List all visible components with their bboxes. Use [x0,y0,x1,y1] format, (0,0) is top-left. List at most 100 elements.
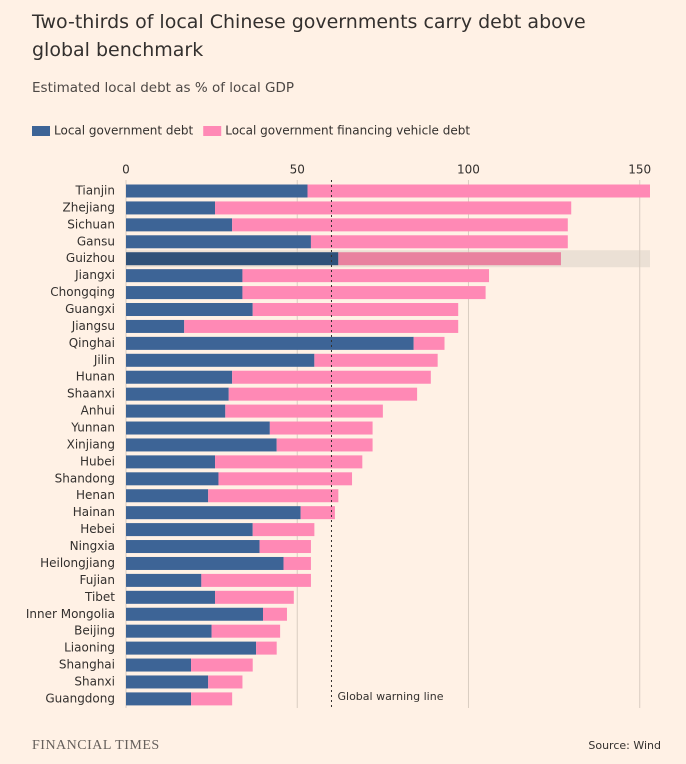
x-tick-label: 0 [122,163,130,177]
y-tick-label: Sichuan [67,217,115,231]
bar-segment [413,336,445,350]
chart-subtitle: Estimated local debt as % of local GDP [32,80,294,96]
y-tick-label: Shaanxi [67,387,115,401]
y-tick-label: Qinghai [69,336,115,350]
y-tick-label: Yunnan [70,421,115,435]
bar-segment [232,218,568,232]
y-tick-label: Hunan [76,370,115,384]
bar-segment [126,286,243,300]
bar-segment [126,252,339,266]
y-tick-label: Shanxi [74,674,115,688]
bar-segment [338,252,561,266]
bar-segment [126,472,219,486]
bar-segment [126,235,311,249]
bar-segment [126,269,243,283]
bar-segment [252,303,459,317]
bar-segment [215,455,363,469]
bar-segment [211,624,281,638]
bar-segment [126,303,253,317]
bar-segment [126,201,216,215]
bar-segment [276,438,373,452]
bar-segment [259,540,311,554]
y-tick-label: Jiangxi [74,268,115,282]
y-tick-label: Chongqing [50,285,115,299]
bar-segment [256,641,277,655]
y-tick-label: Gansu [77,234,115,248]
y-tick-label: Liaoning [64,641,115,655]
bar-segment [252,523,315,537]
bar-segment [215,590,294,604]
bar-segment [208,675,243,689]
y-tick-label: Shanghai [59,658,115,672]
y-tick-label: Guangdong [45,691,115,705]
y-tick-label: Heilongjiang [40,556,115,570]
y-tick-label: Xinjiang [67,437,115,451]
bar-segment [269,421,373,435]
x-tick-label: 50 [290,163,305,177]
bar-segment [242,269,490,283]
bar-segment [126,641,257,655]
bar-segment [126,506,301,520]
y-tick-label: Guizhou [66,251,115,265]
bar-segment [283,556,311,570]
chart-title: Two-thirds of local Chinese governments … [32,11,586,61]
bar-segment [126,658,192,672]
y-tick-label: Tianjin [74,184,115,198]
legend-swatch [203,126,222,136]
y-tick-label: Hebei [80,522,115,536]
bar-segment [184,319,459,333]
y-tick-label: Jilin [93,353,115,367]
bar-segment [126,370,233,384]
y-tick-label: Tibet [84,590,115,604]
bar-segment [191,658,253,672]
bar-segment [225,404,383,418]
reference-label: Global warning line [337,690,443,703]
bar-segment [191,692,233,706]
y-tick-label: Inner Mongolia [26,607,115,621]
y-tick-label: Hubei [80,454,115,468]
bar-segment [242,286,486,300]
bar-segment [262,607,287,621]
bar-segment [307,184,650,198]
bar-segment [126,692,192,706]
y-tick-label: Shandong [55,471,115,485]
bar-segment [126,675,209,689]
bar-segment [126,421,270,435]
bar-segment [232,370,431,384]
bar-segment [126,184,308,198]
bar-segment [126,336,414,350]
bar-segment [215,201,572,215]
y-tick-label: Beijing [74,624,115,638]
y-tick-label: Jiangsu [71,319,115,333]
legend-label: Local government financing vehicle debt [225,124,470,138]
y-tick-label: Henan [76,488,115,502]
bar-segment [314,353,438,367]
y-tick-label: Ningxia [70,539,115,553]
y-tick-label: Guangxi [65,302,115,316]
bar-segment [208,489,339,503]
x-tick-label: 100 [457,163,480,177]
bar-segment [126,556,284,570]
bar-segment [126,404,226,418]
bar-segment [126,319,185,333]
bar-segment [310,235,568,249]
x-tick-label: 150 [628,163,651,177]
bar-segment [126,455,216,469]
bar-segment [218,472,353,486]
y-tick-label: Fujian [80,573,115,587]
bar-segment [126,624,212,638]
bar-segment [126,523,253,537]
bar-segment [201,573,311,587]
bar-segment [126,438,277,452]
bar-segment [126,607,263,621]
y-tick-label: Hainan [73,505,115,519]
bar-segment [126,540,260,554]
brand: FINANCIAL TIMES [32,738,160,753]
source: Source: Wind [588,739,661,752]
bar-segment [228,387,418,401]
bar-segment [126,573,202,587]
bar-segment [126,489,209,503]
legend-swatch [32,126,50,136]
